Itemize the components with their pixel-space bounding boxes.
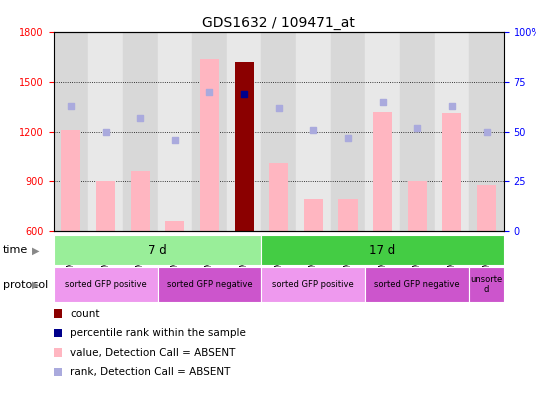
Bar (338, 199, 358, 231)
Point (482, 128, 491, 135)
Point (274, 104, 283, 111)
Bar (331, 32, 366, 231)
Text: ▶: ▶ (32, 280, 40, 290)
Bar (62, 130, 80, 231)
Point (344, 134, 352, 141)
Text: value, Detection Call = ABSENT: value, Detection Call = ABSENT (70, 347, 236, 358)
Bar (435, 32, 469, 231)
Bar (262, 32, 296, 231)
Text: count: count (70, 309, 100, 319)
Point (205, 89, 214, 95)
Bar (469, 267, 504, 302)
Point (170, 136, 179, 143)
Text: protocol: protocol (3, 280, 48, 290)
Bar (469, 32, 504, 231)
Bar (366, 32, 400, 231)
Point (378, 99, 387, 105)
Text: ▶: ▶ (32, 245, 40, 255)
Bar (262, 267, 366, 302)
Bar (54, 267, 158, 302)
Bar (96, 181, 115, 231)
Text: 17 d: 17 d (369, 243, 396, 257)
Bar (54, 32, 88, 231)
Text: unsorte
d: unsorte d (471, 275, 503, 294)
Bar (400, 32, 435, 231)
Title: GDS1632 / 109471_at: GDS1632 / 109471_at (202, 16, 355, 30)
Text: sorted GFP negative: sorted GFP negative (167, 280, 252, 289)
Point (413, 124, 421, 131)
Text: rank, Detection Call = ABSENT: rank, Detection Call = ABSENT (70, 367, 230, 377)
Bar (158, 32, 192, 231)
Point (136, 115, 145, 121)
Point (240, 91, 248, 97)
Bar (408, 181, 427, 231)
Bar (366, 267, 469, 302)
Bar (296, 32, 331, 231)
Bar (269, 163, 288, 231)
Bar (304, 199, 323, 231)
Bar (165, 221, 184, 231)
Bar (200, 59, 219, 231)
Text: sorted GFP positive: sorted GFP positive (65, 280, 146, 289)
Bar (227, 32, 262, 231)
Bar (477, 185, 496, 231)
Text: time: time (3, 245, 28, 255)
Bar (373, 112, 392, 231)
Text: percentile rank within the sample: percentile rank within the sample (70, 328, 246, 338)
Text: sorted GFP negative: sorted GFP negative (375, 280, 460, 289)
Text: 7 d: 7 d (148, 243, 167, 257)
Bar (192, 32, 227, 231)
Bar (54, 235, 262, 265)
Bar (131, 171, 150, 231)
Point (309, 126, 318, 133)
Bar (442, 113, 461, 231)
Point (448, 102, 456, 109)
Text: sorted GFP positive: sorted GFP positive (272, 280, 354, 289)
Point (66, 102, 75, 109)
Bar (158, 267, 262, 302)
Bar (123, 32, 158, 231)
Bar (262, 235, 504, 265)
Bar (88, 32, 123, 231)
Point (101, 128, 110, 135)
Bar (235, 62, 254, 231)
